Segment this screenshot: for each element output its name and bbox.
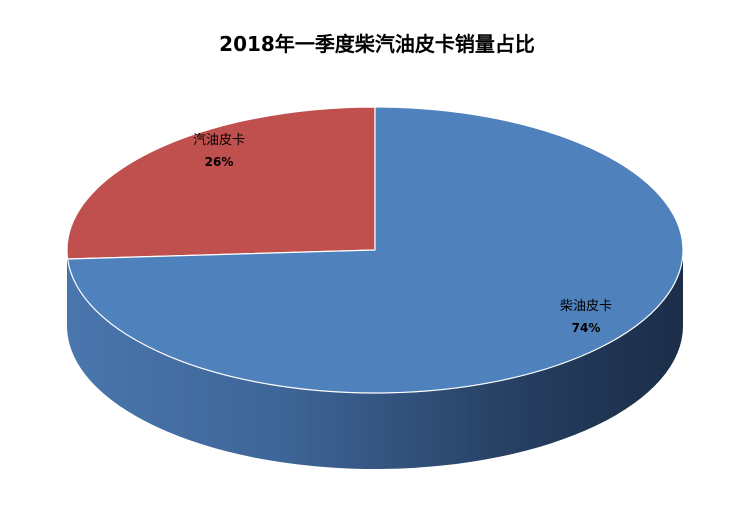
- slice-label-name-0: 汽油皮卡: [193, 133, 245, 148]
- slice-label-value-1: 74%: [572, 321, 601, 335]
- slice-label-name-1: 柴油皮卡: [560, 299, 612, 314]
- slice-1: [67, 106, 684, 394]
- slice-side-1: [67, 250, 683, 469]
- slice-side-0: [67, 250, 68, 335]
- chart-title: 2018年一季度柴汽油皮卡销量占比: [219, 32, 535, 56]
- slice-label-value-0: 26%: [205, 155, 234, 169]
- slice-0: [66, 106, 376, 260]
